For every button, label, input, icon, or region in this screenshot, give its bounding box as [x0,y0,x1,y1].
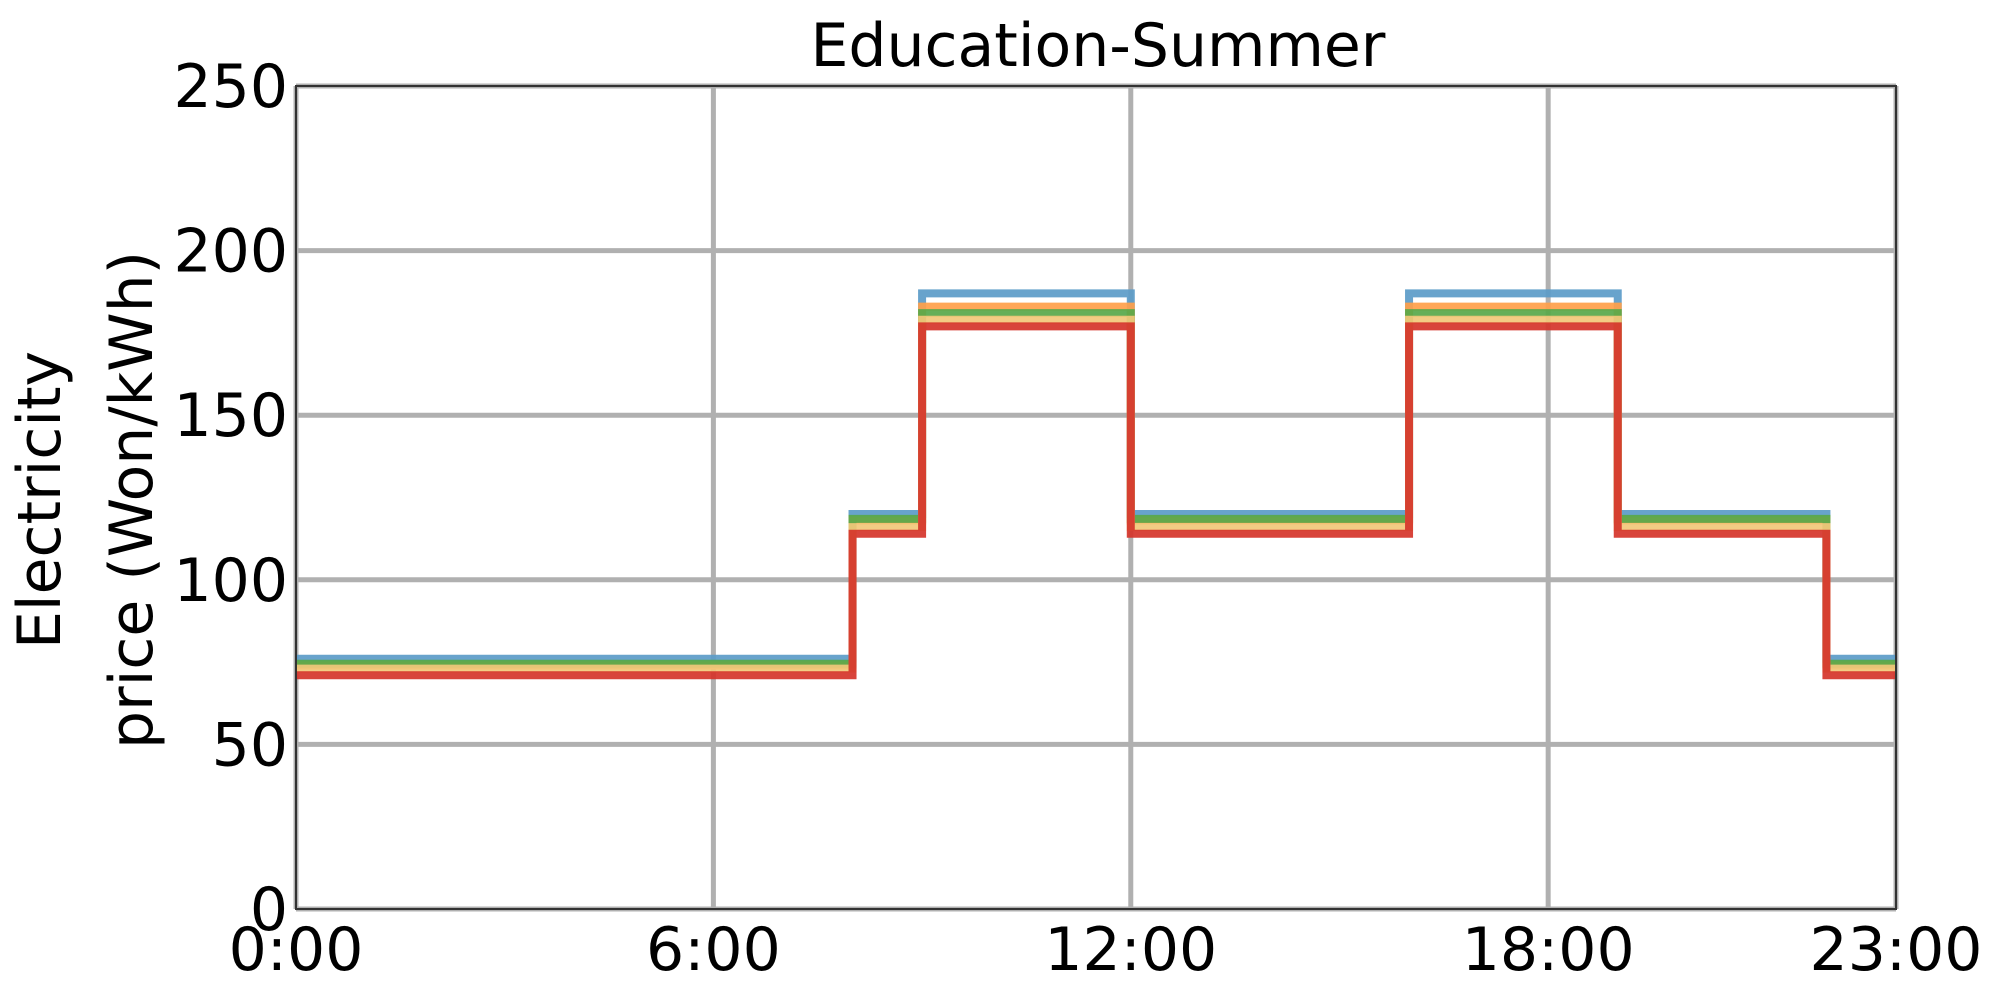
y-tick-label: 100 [173,546,288,616]
y-tick-label: 250 [173,52,288,122]
series-line-5 [296,322,1896,680]
y-axis-ticks: 0 50 100 150 200 250 [173,52,288,945]
series-layer [296,289,1896,680]
y-tick-label: 0 [250,875,288,945]
series-line-1 [296,289,1896,663]
y-tick-label: 50 [212,710,288,780]
series-line-2 [296,302,1896,670]
chart-title: Education-Summer [811,11,1386,81]
x-tick-label: 18:00 [1462,915,1635,985]
y-axis-label-line2: price (Won/kWh) [97,251,167,749]
plot-frame [295,85,1897,910]
y-axis-label-line1: Electricity [5,351,75,649]
y-tick-label: 150 [173,381,288,451]
grid-lines [293,83,1899,912]
x-tick-label: 23:00 [1810,915,1983,985]
series-line-4 [296,315,1896,673]
x-tick-label: 12:00 [1044,915,1217,985]
x-tick-label: 0:00 [229,915,364,985]
series-line-3 [296,309,1896,668]
x-axis-ticks: 0:00 6:00 12:00 18:00 23:00 [229,915,1983,985]
y-tick-label: 200 [173,217,288,287]
x-tick-label: 6:00 [646,915,781,985]
